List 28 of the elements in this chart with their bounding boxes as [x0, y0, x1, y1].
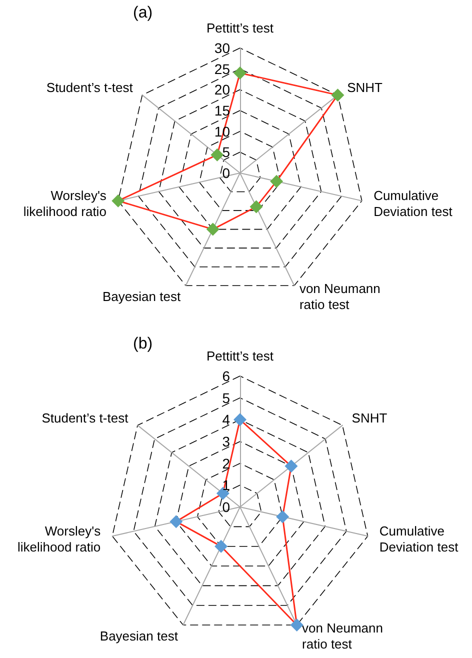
y-tick-label: 20	[214, 82, 230, 98]
spoke-label: Pettitt’s test	[206, 348, 274, 364]
spoke-label: Cumulative Deviation test	[374, 188, 453, 219]
chart-title: (a)	[133, 4, 153, 22]
y-tick-label: 0	[222, 499, 230, 515]
spoke-label: Worsley's likelihood ratio	[17, 523, 102, 554]
y-tick-label: 30	[214, 40, 230, 56]
spoke-label: Cumulative Deviation test	[379, 523, 459, 554]
spoke-label: Worsley's likelihood ratio	[23, 188, 107, 219]
spoke-label: von Neumann ratio test	[299, 280, 380, 312]
spoke-label: Bayesian test	[100, 628, 178, 644]
spoke-label: von Neumann ratio test	[302, 620, 383, 652]
y-tick-label: 5	[222, 390, 230, 406]
spoke-label: SNHT	[352, 410, 388, 426]
y-tick-label: 6	[222, 368, 230, 384]
spoke-label: Student’s t-test	[42, 410, 129, 426]
spoke-label: Student’s t-test	[46, 80, 134, 96]
y-tick-label: 2	[222, 455, 230, 472]
spoke-label: Bayesian test	[102, 288, 181, 304]
y-tick-label: 3	[222, 434, 230, 450]
y-tick-label: 4	[222, 412, 230, 428]
y-tick-label: 5	[222, 144, 230, 160]
y-tick-label: 0	[222, 165, 230, 181]
y-tick-label: 25	[214, 60, 230, 77]
chart-title: (b)	[133, 336, 153, 352]
spoke-label: SNHT	[347, 80, 383, 96]
spoke-label: Pettitt’s test	[206, 20, 274, 36]
y-tick-label: 15	[214, 102, 230, 118]
